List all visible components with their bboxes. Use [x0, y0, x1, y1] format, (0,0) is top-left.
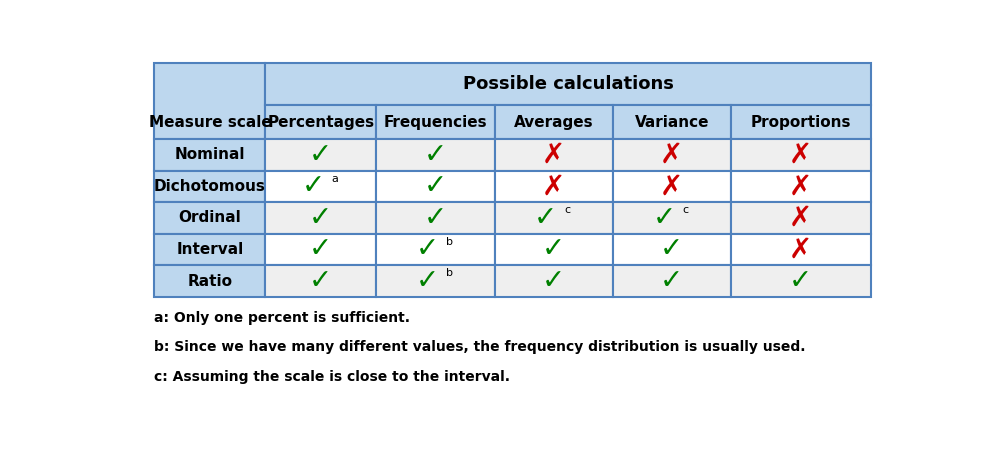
FancyBboxPatch shape: [154, 234, 265, 265]
FancyBboxPatch shape: [265, 234, 376, 265]
Text: Measure scale: Measure scale: [149, 115, 271, 130]
FancyBboxPatch shape: [376, 105, 495, 139]
Text: ✓: ✓: [309, 204, 333, 232]
Text: ✗: ✗: [542, 172, 565, 200]
Text: ✗: ✗: [789, 204, 812, 232]
FancyBboxPatch shape: [613, 265, 731, 297]
Text: b: b: [446, 268, 453, 278]
FancyBboxPatch shape: [731, 139, 871, 171]
Text: ✓: ✓: [302, 172, 325, 200]
Text: Variance: Variance: [635, 115, 709, 130]
FancyBboxPatch shape: [265, 265, 376, 297]
Text: ✓: ✓: [660, 236, 683, 264]
Text: ✓: ✓: [424, 172, 447, 200]
Text: ✓: ✓: [416, 267, 439, 295]
Text: Interval: Interval: [176, 242, 244, 257]
Text: ✓: ✓: [789, 267, 812, 295]
FancyBboxPatch shape: [613, 139, 731, 171]
Text: Possible calculations: Possible calculations: [463, 75, 673, 93]
FancyBboxPatch shape: [265, 63, 871, 105]
Text: ✓: ✓: [424, 204, 447, 232]
FancyBboxPatch shape: [376, 202, 495, 234]
FancyBboxPatch shape: [376, 171, 495, 202]
Text: Proportions: Proportions: [750, 115, 851, 130]
Text: a: a: [331, 173, 338, 183]
Text: Nominal: Nominal: [175, 147, 245, 162]
Text: Ratio: Ratio: [187, 274, 232, 289]
Text: Frequencies: Frequencies: [384, 115, 487, 130]
FancyBboxPatch shape: [265, 105, 376, 139]
FancyBboxPatch shape: [265, 139, 376, 171]
FancyBboxPatch shape: [495, 139, 613, 171]
Text: Ordinal: Ordinal: [179, 210, 241, 226]
FancyBboxPatch shape: [495, 234, 613, 265]
Text: ✓: ✓: [542, 267, 565, 295]
FancyBboxPatch shape: [731, 265, 871, 297]
Text: a: Only one percent is sufficient.: a: Only one percent is sufficient.: [154, 311, 410, 325]
FancyBboxPatch shape: [376, 265, 495, 297]
Text: b: b: [446, 237, 453, 247]
Text: ✗: ✗: [789, 236, 812, 264]
FancyBboxPatch shape: [154, 265, 265, 297]
Text: ✗: ✗: [660, 172, 683, 200]
FancyBboxPatch shape: [731, 105, 871, 139]
Text: b: Since we have many different values, the frequency distribution is usually us: b: Since we have many different values, …: [154, 340, 806, 354]
FancyBboxPatch shape: [265, 202, 376, 234]
FancyBboxPatch shape: [154, 63, 265, 139]
FancyBboxPatch shape: [613, 171, 731, 202]
Text: c: c: [683, 205, 689, 215]
Text: ✓: ✓: [542, 236, 565, 264]
FancyBboxPatch shape: [495, 202, 613, 234]
Text: ✗: ✗: [789, 141, 812, 169]
FancyBboxPatch shape: [495, 171, 613, 202]
FancyBboxPatch shape: [154, 139, 265, 171]
Text: ✓: ✓: [660, 267, 683, 295]
Text: Percentages: Percentages: [267, 115, 375, 130]
FancyBboxPatch shape: [731, 202, 871, 234]
FancyBboxPatch shape: [495, 105, 613, 139]
Text: Dichotomous: Dichotomous: [154, 179, 266, 194]
FancyBboxPatch shape: [154, 202, 265, 234]
FancyBboxPatch shape: [376, 234, 495, 265]
Text: ✓: ✓: [309, 236, 333, 264]
FancyBboxPatch shape: [613, 202, 731, 234]
Text: ✗: ✗: [542, 141, 565, 169]
Text: ✓: ✓: [534, 204, 558, 232]
Text: ✓: ✓: [416, 236, 439, 264]
FancyBboxPatch shape: [613, 105, 731, 139]
FancyBboxPatch shape: [265, 171, 376, 202]
Text: ✓: ✓: [652, 204, 676, 232]
FancyBboxPatch shape: [376, 139, 495, 171]
Text: ✓: ✓: [309, 267, 333, 295]
Text: ✓: ✓: [424, 141, 447, 169]
Text: ✓: ✓: [309, 141, 333, 169]
FancyBboxPatch shape: [613, 234, 731, 265]
FancyBboxPatch shape: [154, 171, 265, 202]
FancyBboxPatch shape: [731, 234, 871, 265]
Text: ✗: ✗: [660, 141, 683, 169]
FancyBboxPatch shape: [495, 265, 613, 297]
Text: ✗: ✗: [789, 172, 812, 200]
Text: c: Assuming the scale is close to the interval.: c: Assuming the scale is close to the in…: [154, 370, 510, 384]
FancyBboxPatch shape: [731, 171, 871, 202]
Text: Averages: Averages: [514, 115, 593, 130]
Text: c: c: [565, 205, 571, 215]
